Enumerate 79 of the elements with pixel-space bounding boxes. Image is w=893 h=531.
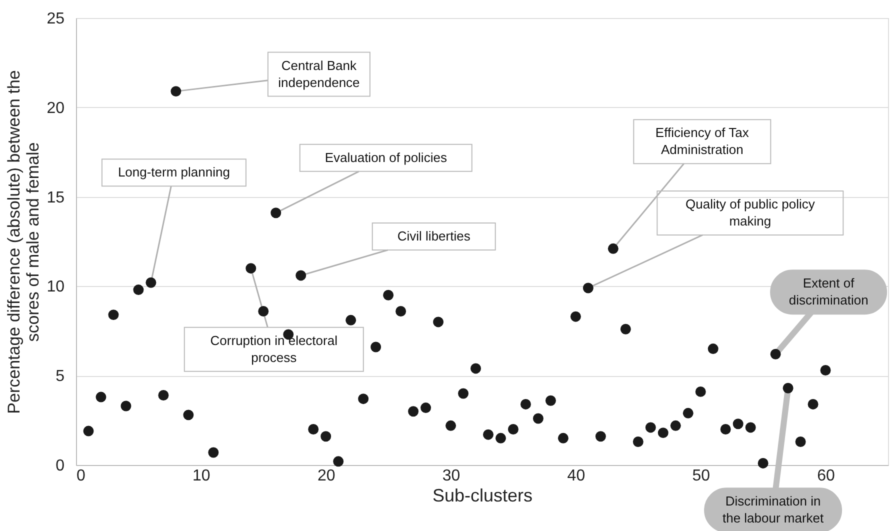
y-axis-title: Percentage difference (absolute) between the scores of male and female (4, 70, 43, 414)
point (808, 398, 818, 410)
annotation: Efficiency of Tax Administration (655, 125, 750, 158)
point (508, 424, 518, 434)
point (620, 324, 631, 334)
annotation: Long-term planning (118, 164, 230, 180)
x-tick-label: 50 (692, 468, 710, 484)
point (645, 422, 656, 433)
annotation: Central Bank independence (278, 58, 360, 90)
point (570, 311, 581, 322)
point (782, 382, 794, 394)
y-tick-label: 15 (46, 189, 65, 206)
point (396, 306, 406, 316)
point (458, 388, 469, 399)
annotation: Quality of public policy making (686, 196, 816, 228)
point (433, 316, 444, 328)
point (720, 424, 731, 434)
point (470, 363, 481, 374)
annotation: Evaluation of policies (324, 150, 448, 165)
point (108, 310, 119, 320)
point (795, 436, 806, 447)
y-tick-label: 5 (56, 368, 65, 386)
point (520, 398, 531, 410)
point (670, 420, 681, 431)
point (120, 400, 132, 412)
point (383, 290, 394, 300)
point (582, 282, 594, 294)
point (483, 429, 494, 440)
point (246, 263, 256, 274)
point (708, 344, 718, 354)
point (632, 436, 644, 447)
x-axis-title: Sub-clusters (432, 486, 533, 506)
point (495, 432, 506, 444)
point (682, 408, 694, 418)
point (820, 365, 831, 376)
x-tick-label: 20 (317, 468, 336, 484)
point (308, 424, 319, 434)
x-tick-label: 0 (76, 468, 86, 484)
point (333, 456, 344, 467)
point (446, 420, 456, 431)
annotation: Extent of discrimination (788, 276, 868, 308)
point (96, 392, 106, 402)
point (183, 410, 194, 420)
x-tick-label: 60 (817, 468, 836, 484)
point (532, 413, 544, 424)
point (170, 86, 182, 97)
annotation: Civil liberties (397, 228, 471, 244)
point (558, 432, 568, 444)
point (258, 306, 269, 316)
point (358, 394, 369, 404)
y-tick-label: 25 (46, 10, 65, 28)
point (758, 458, 768, 468)
x-tick-label: 40 (567, 468, 586, 484)
point (745, 422, 756, 433)
point (133, 284, 144, 296)
point (208, 447, 219, 458)
point (545, 395, 556, 406)
point (83, 426, 94, 436)
point (158, 390, 169, 400)
point (408, 406, 419, 417)
point (732, 418, 744, 430)
point (320, 431, 332, 442)
point (695, 386, 706, 397)
point (370, 342, 382, 352)
point (770, 348, 781, 360)
point (146, 277, 156, 288)
y-tick-label: 10 (46, 278, 65, 296)
point (420, 402, 432, 414)
x-tick-label: 10 (192, 468, 210, 484)
point (346, 314, 356, 326)
point (270, 208, 282, 218)
point (296, 270, 306, 281)
point (658, 428, 668, 438)
point (595, 431, 606, 442)
point (608, 243, 618, 254)
annotation: Corruption in electoral process (210, 332, 338, 365)
x-tick-label: 30 (442, 468, 460, 484)
annotation: Discrimination in the labour market (722, 494, 824, 526)
y-tick-label: 20 (46, 100, 65, 117)
